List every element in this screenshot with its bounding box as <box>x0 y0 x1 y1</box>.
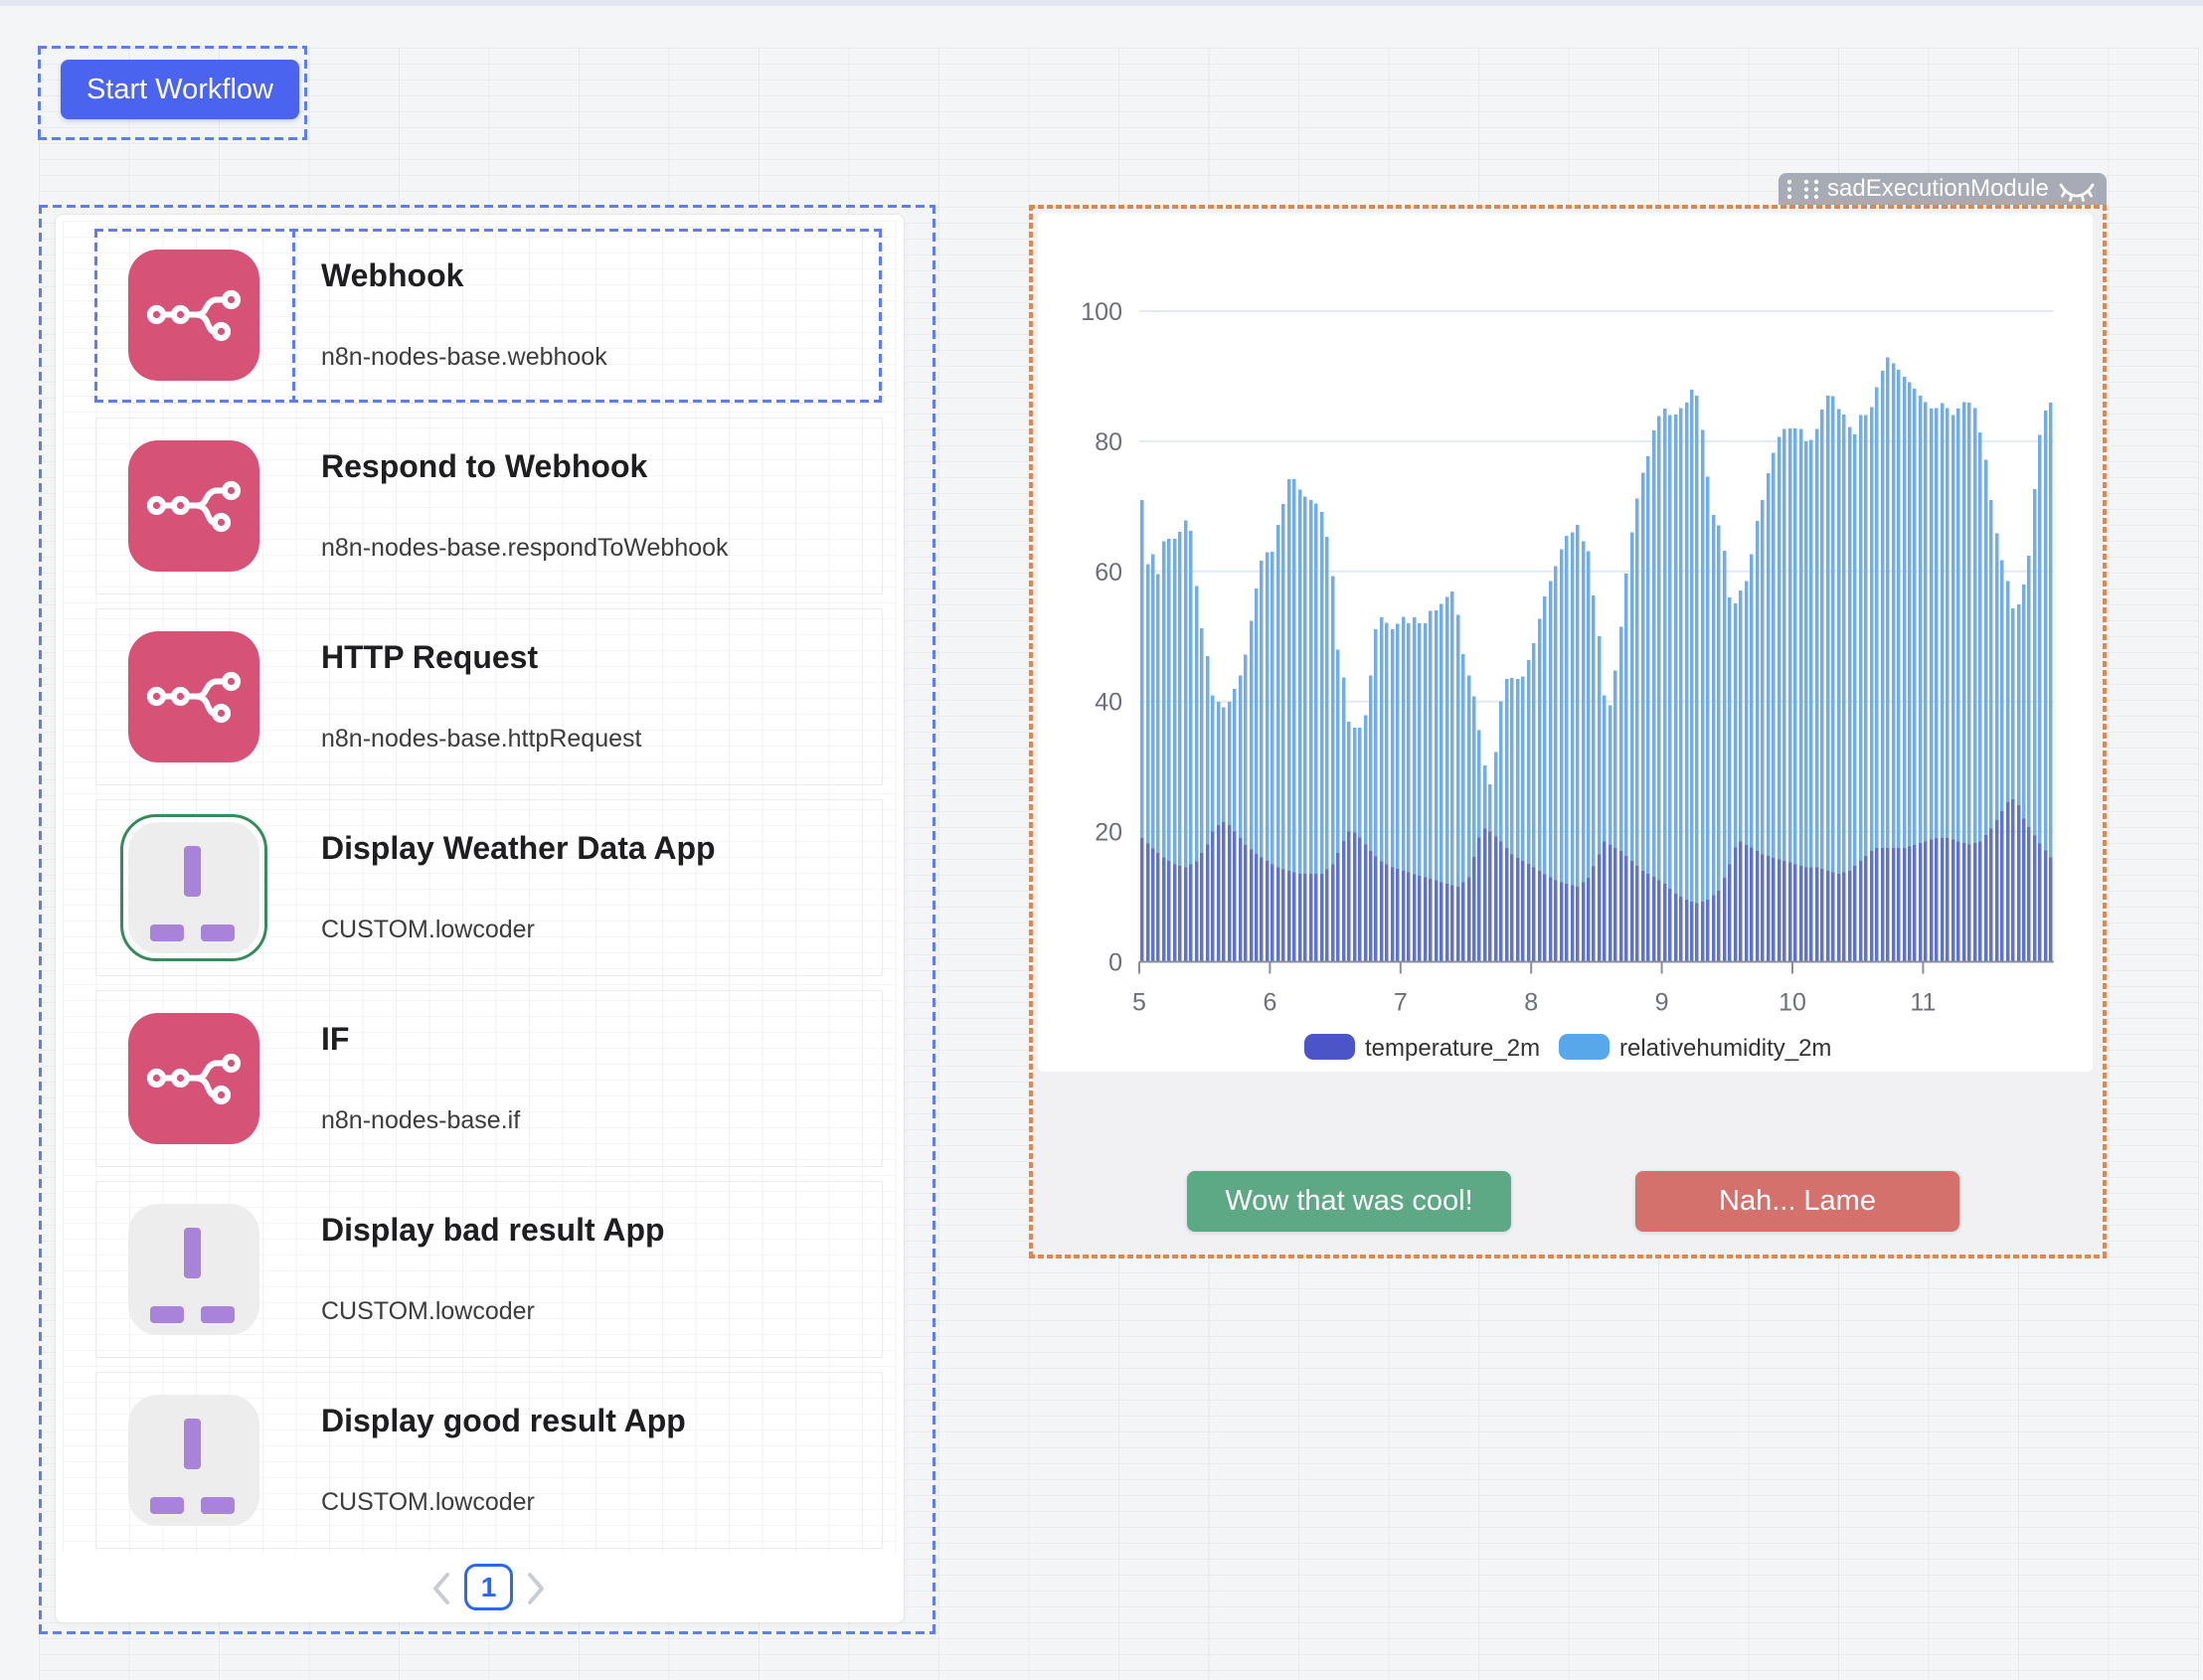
svg-text:temperature_2m: temperature_2m <box>1365 1035 1540 1062</box>
svg-text:11: 11 <box>1910 989 1936 1017</box>
svg-text:9: 9 <box>1655 989 1669 1017</box>
svg-text:100: 100 <box>1081 298 1122 326</box>
svg-text:7: 7 <box>1394 989 1408 1017</box>
svg-text:20: 20 <box>1095 819 1122 847</box>
svg-text:60: 60 <box>1095 559 1122 587</box>
svg-text:8: 8 <box>1524 989 1538 1017</box>
svg-text:relativehumidity_2m: relativehumidity_2m <box>1619 1035 1831 1062</box>
svg-text:10: 10 <box>1779 989 1806 1017</box>
svg-text:5: 5 <box>1132 989 1146 1017</box>
svg-text:6: 6 <box>1263 989 1276 1017</box>
svg-text:80: 80 <box>1095 428 1122 456</box>
svg-text:0: 0 <box>1108 949 1122 977</box>
svg-text:40: 40 <box>1095 689 1122 717</box>
